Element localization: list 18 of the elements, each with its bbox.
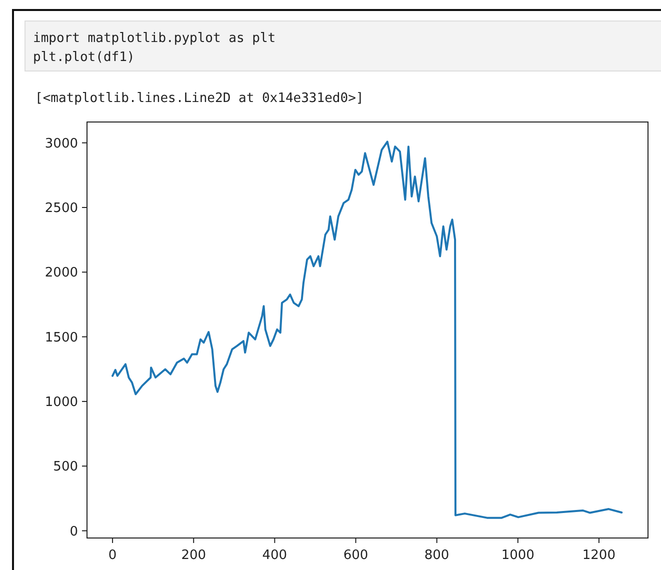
y-tick-label: 2000 <box>44 266 78 281</box>
text: plt.plot(df1) <box>33 50 135 65</box>
y-tick-label: 3000 <box>44 136 78 152</box>
x-tick-label: 800 <box>424 548 450 563</box>
line-series <box>112 140 623 519</box>
y-tick-label: 500 <box>53 460 78 475</box>
x-tick-label: 0 <box>108 548 117 563</box>
x-tick-label: 1200 <box>582 548 616 563</box>
y-tick-label: 1500 <box>44 330 78 346</box>
y-tick-label: 0 <box>70 524 78 540</box>
x-tick-label: 600 <box>343 548 368 563</box>
y-tick-label: 2500 <box>44 201 78 216</box>
x-tick-label: 400 <box>262 548 288 563</box>
x-tick-label: 1000 <box>501 548 534 563</box>
text: [<matplotlib.lines.Line2D at 0x14e331ed0>] <box>35 91 364 106</box>
x-tick-label: 200 <box>181 548 206 563</box>
y-tick-label: 1000 <box>44 394 78 410</box>
text: import matplotlib.pyplot as plt <box>33 31 276 46</box>
